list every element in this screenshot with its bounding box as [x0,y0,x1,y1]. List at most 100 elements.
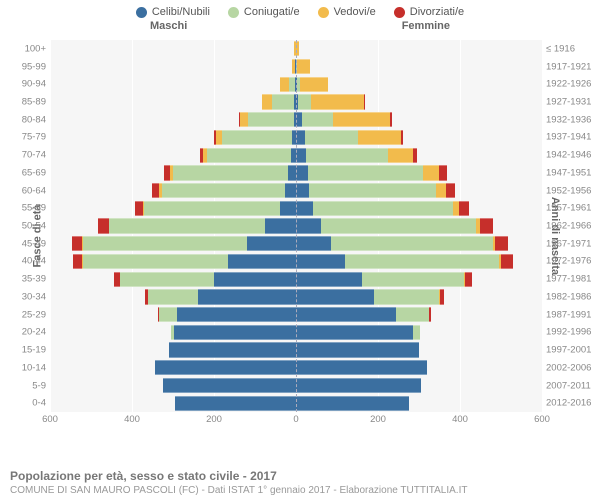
birth-label: 2007-2011 [546,380,596,391]
bar-segment [265,218,296,233]
legend-label: Divorziati/e [410,6,464,18]
bars-male [50,218,296,233]
bar-segment [390,112,391,127]
legend: Celibi/NubiliConiugati/eVedovi/eDivorzia… [0,0,600,20]
birth-label: 1952-1956 [546,185,596,196]
bar-segment [296,378,421,393]
bar-segment [480,218,492,233]
bar-segment [222,130,292,145]
bar-segment [83,254,229,269]
column-headers: Maschi Femmine [0,20,600,36]
bar-segment [159,307,177,322]
header-male: Maschi [150,20,187,32]
bar-segment [296,236,331,251]
bars-male [50,272,296,287]
birth-label: 2002-2006 [546,362,596,373]
bar-segment [311,94,364,109]
bar-segment [306,148,388,163]
bar-segment [296,254,345,269]
gridline [542,40,543,412]
birth-label: 1927-1931 [546,97,596,108]
bars-female [296,148,542,163]
bars-male [50,325,296,340]
bar-segment [296,342,419,357]
bars-female [296,183,542,198]
birth-label: 1987-1991 [546,309,596,320]
birth-label: ≤ 1916 [546,43,596,54]
bar-segment [240,112,248,127]
bar-segment [198,289,296,304]
bars-female [296,201,542,216]
midline [296,40,297,412]
bars-male [50,289,296,304]
age-label: 30-34 [12,291,46,302]
birth-label: 1967-1971 [546,238,596,249]
bars-male [50,236,296,251]
bar-segment [152,183,159,198]
birth-label: 1942-1946 [546,150,596,161]
bars-female [296,272,542,287]
bars-female [296,130,542,145]
bars-female [296,218,542,233]
birth-label: 1957-1961 [546,203,596,214]
bar-segment [296,165,308,180]
bar-segment [423,165,439,180]
bar-segment [144,201,279,216]
bar-segment [248,112,293,127]
bar-segment [262,94,272,109]
x-tick-label: 200 [370,414,386,425]
bars-female [296,236,542,251]
bars-male [50,77,296,92]
birth-label: 2012-2016 [546,398,596,409]
legend-label: Celibi/Nubili [152,6,210,18]
age-label: 20-24 [12,327,46,338]
bar-segment [296,201,313,216]
bar-segment [297,59,309,74]
bars-female [296,325,542,340]
age-label: 45-49 [12,238,46,249]
x-tick-label: 600 [534,414,550,425]
bars-female [296,77,542,92]
bar-segment [98,218,108,233]
bar-segment [120,272,214,287]
birth-label: 1977-1981 [546,274,596,285]
plot-area: Fasce di età Anni di nascita 100+≤ 19169… [0,36,600,436]
bar-segment [374,289,440,304]
bar-segment [309,183,436,198]
bars-female [296,59,542,74]
bar-segment [207,148,291,163]
bar-segment [305,130,358,145]
age-label: 60-64 [12,185,46,196]
bar-segment [247,236,296,251]
bars-male [50,201,296,216]
plot-inner: 100+≤ 191695-991917-192190-941922-192685… [50,40,542,412]
bar-segment [169,342,296,357]
bars-male [50,148,296,163]
bar-segment [83,236,247,251]
bar-segment [296,183,309,198]
age-label: 75-79 [12,132,46,143]
birth-label: 1917-1921 [546,61,596,72]
legend-swatch [318,7,329,18]
legend-swatch [394,7,405,18]
bars-male [50,307,296,322]
chart-title: Popolazione per età, sesso e stato civil… [10,469,467,483]
x-tick-label: 200 [206,414,222,425]
bar-segment [228,254,296,269]
birth-label: 1962-1966 [546,221,596,232]
bars-female [296,360,542,375]
bars-male [50,183,296,198]
bar-segment [439,165,446,180]
age-label: 95-99 [12,61,46,72]
bar-segment [285,183,296,198]
age-label: 25-29 [12,309,46,320]
chart-subtitle: COMUNE DI SAN MAURO PASCOLI (FC) - Dati … [10,485,467,496]
birth-label: 1997-2001 [546,345,596,356]
population-pyramid: Celibi/NubiliConiugati/eVedovi/eDivorzia… [0,0,600,500]
bar-segment [296,148,306,163]
bar-segment [214,272,296,287]
bars-male [50,94,296,109]
bars-male [50,378,296,393]
age-label: 85-89 [12,97,46,108]
age-label: 5-9 [12,380,46,391]
